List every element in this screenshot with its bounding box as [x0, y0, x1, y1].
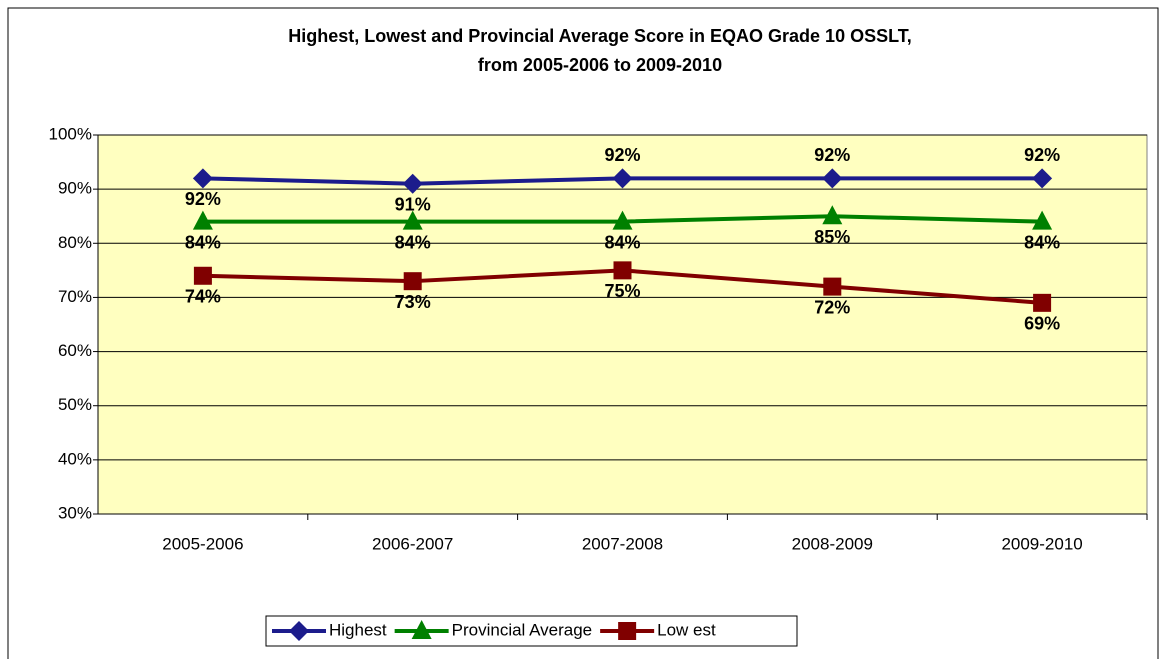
- data-label: 84%: [185, 232, 221, 252]
- x-tick-label: 2007-2008: [582, 534, 663, 553]
- data-label: 73%: [395, 292, 431, 312]
- data-point: [823, 277, 842, 296]
- data-point: [192, 168, 213, 189]
- x-tick-label: 2009-2010: [1001, 534, 1082, 553]
- y-tick-label: 70%: [58, 287, 92, 306]
- data-point: [402, 173, 423, 194]
- legend-label: Highest: [329, 620, 387, 639]
- data-label: 74%: [185, 287, 221, 307]
- legend-marker: [618, 622, 637, 640]
- legend-marker: [411, 620, 432, 639]
- legend-label: Low est: [657, 620, 716, 639]
- data-label: 92%: [814, 145, 850, 165]
- data-label: 92%: [1024, 145, 1060, 165]
- data-point: [612, 168, 633, 189]
- y-tick-label: 60%: [58, 341, 92, 360]
- data-label: 84%: [604, 232, 640, 252]
- data-label: 92%: [604, 145, 640, 165]
- y-tick-label: 100%: [49, 124, 92, 143]
- data-label: 85%: [814, 227, 850, 247]
- y-tick-label: 50%: [58, 395, 92, 414]
- y-tick-label: 30%: [58, 503, 92, 522]
- x-tick-label: 2008-2009: [792, 534, 873, 553]
- data-point: [402, 210, 423, 230]
- data-point: [1032, 210, 1053, 230]
- data-point: [192, 210, 213, 230]
- plot-area: [97, 134, 1148, 515]
- data-label: 91%: [395, 194, 431, 214]
- legend-label: Provincial Average: [452, 620, 593, 639]
- data-label: 84%: [395, 232, 431, 252]
- x-tick-label: 2006-2007: [372, 534, 453, 553]
- data-label: 75%: [604, 281, 640, 301]
- data-label: 84%: [1024, 232, 1060, 252]
- data-point: [613, 261, 632, 280]
- data-point: [403, 272, 422, 291]
- data-point: [1032, 168, 1053, 189]
- y-tick-label: 80%: [58, 233, 92, 252]
- chart-title: from 2005-2006 to 2009-2010: [478, 55, 722, 75]
- legend-box: [265, 615, 798, 647]
- chart-title: Highest, Lowest and Provincial Average S…: [288, 26, 912, 46]
- y-tick-label: 40%: [58, 449, 92, 468]
- data-point: [822, 205, 843, 225]
- data-point: [1033, 293, 1052, 312]
- data-point: [822, 168, 843, 189]
- data-label: 92%: [185, 189, 221, 209]
- x-tick-label: 2005-2006: [162, 534, 243, 553]
- data-label: 69%: [1024, 314, 1060, 334]
- y-tick-label: 90%: [58, 179, 92, 198]
- data-point: [193, 266, 212, 285]
- legend-marker: [289, 621, 309, 641]
- data-point: [612, 210, 633, 230]
- data-label: 72%: [814, 297, 850, 317]
